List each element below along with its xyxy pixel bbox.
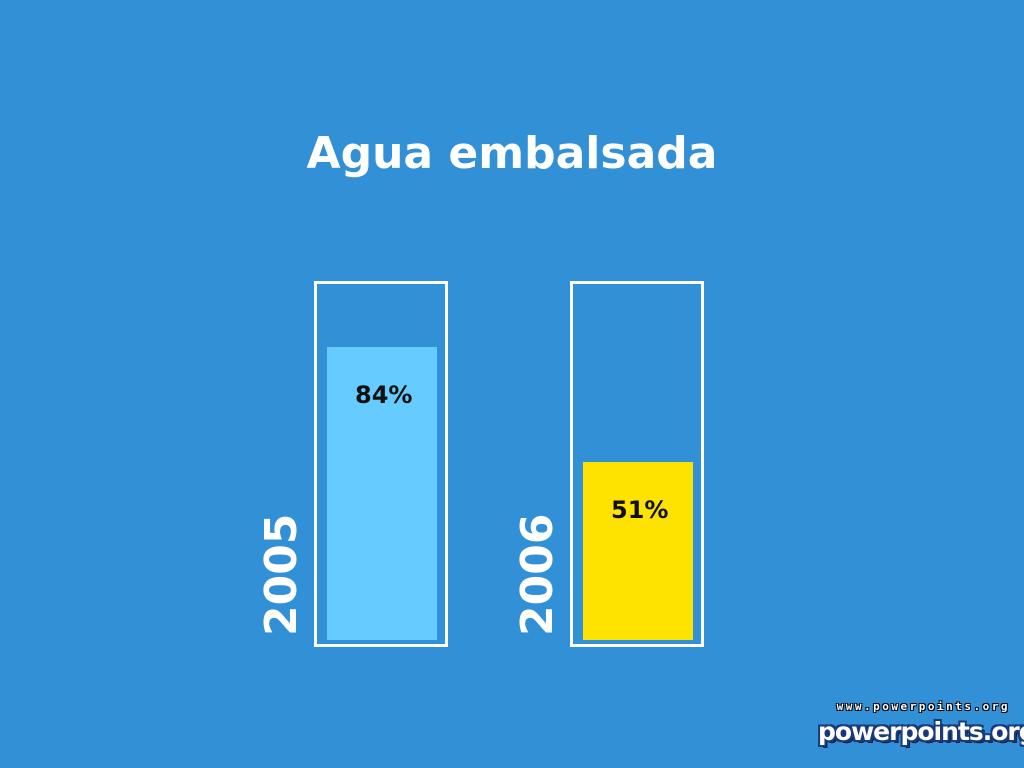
data-label-2005: 84% [355,380,413,409]
bar-2005 [327,346,437,640]
logo-brand-text: powerpoints.org [818,717,1024,746]
chart-title: Agua embalsada [306,128,718,179]
powerpoints-logo: www.powerpoints.org powerpoints.org [818,700,1024,746]
bar-frame-2005 [314,281,448,647]
logo-url-text: www.powerpoints.org [836,700,1010,713]
bar-2006 [583,462,693,640]
data-label-2006: 51% [611,496,669,524]
bar-frame-2006 [570,281,704,647]
category-label-2005: 2005 [256,513,307,636]
category-label-2006: 2006 [512,513,563,636]
